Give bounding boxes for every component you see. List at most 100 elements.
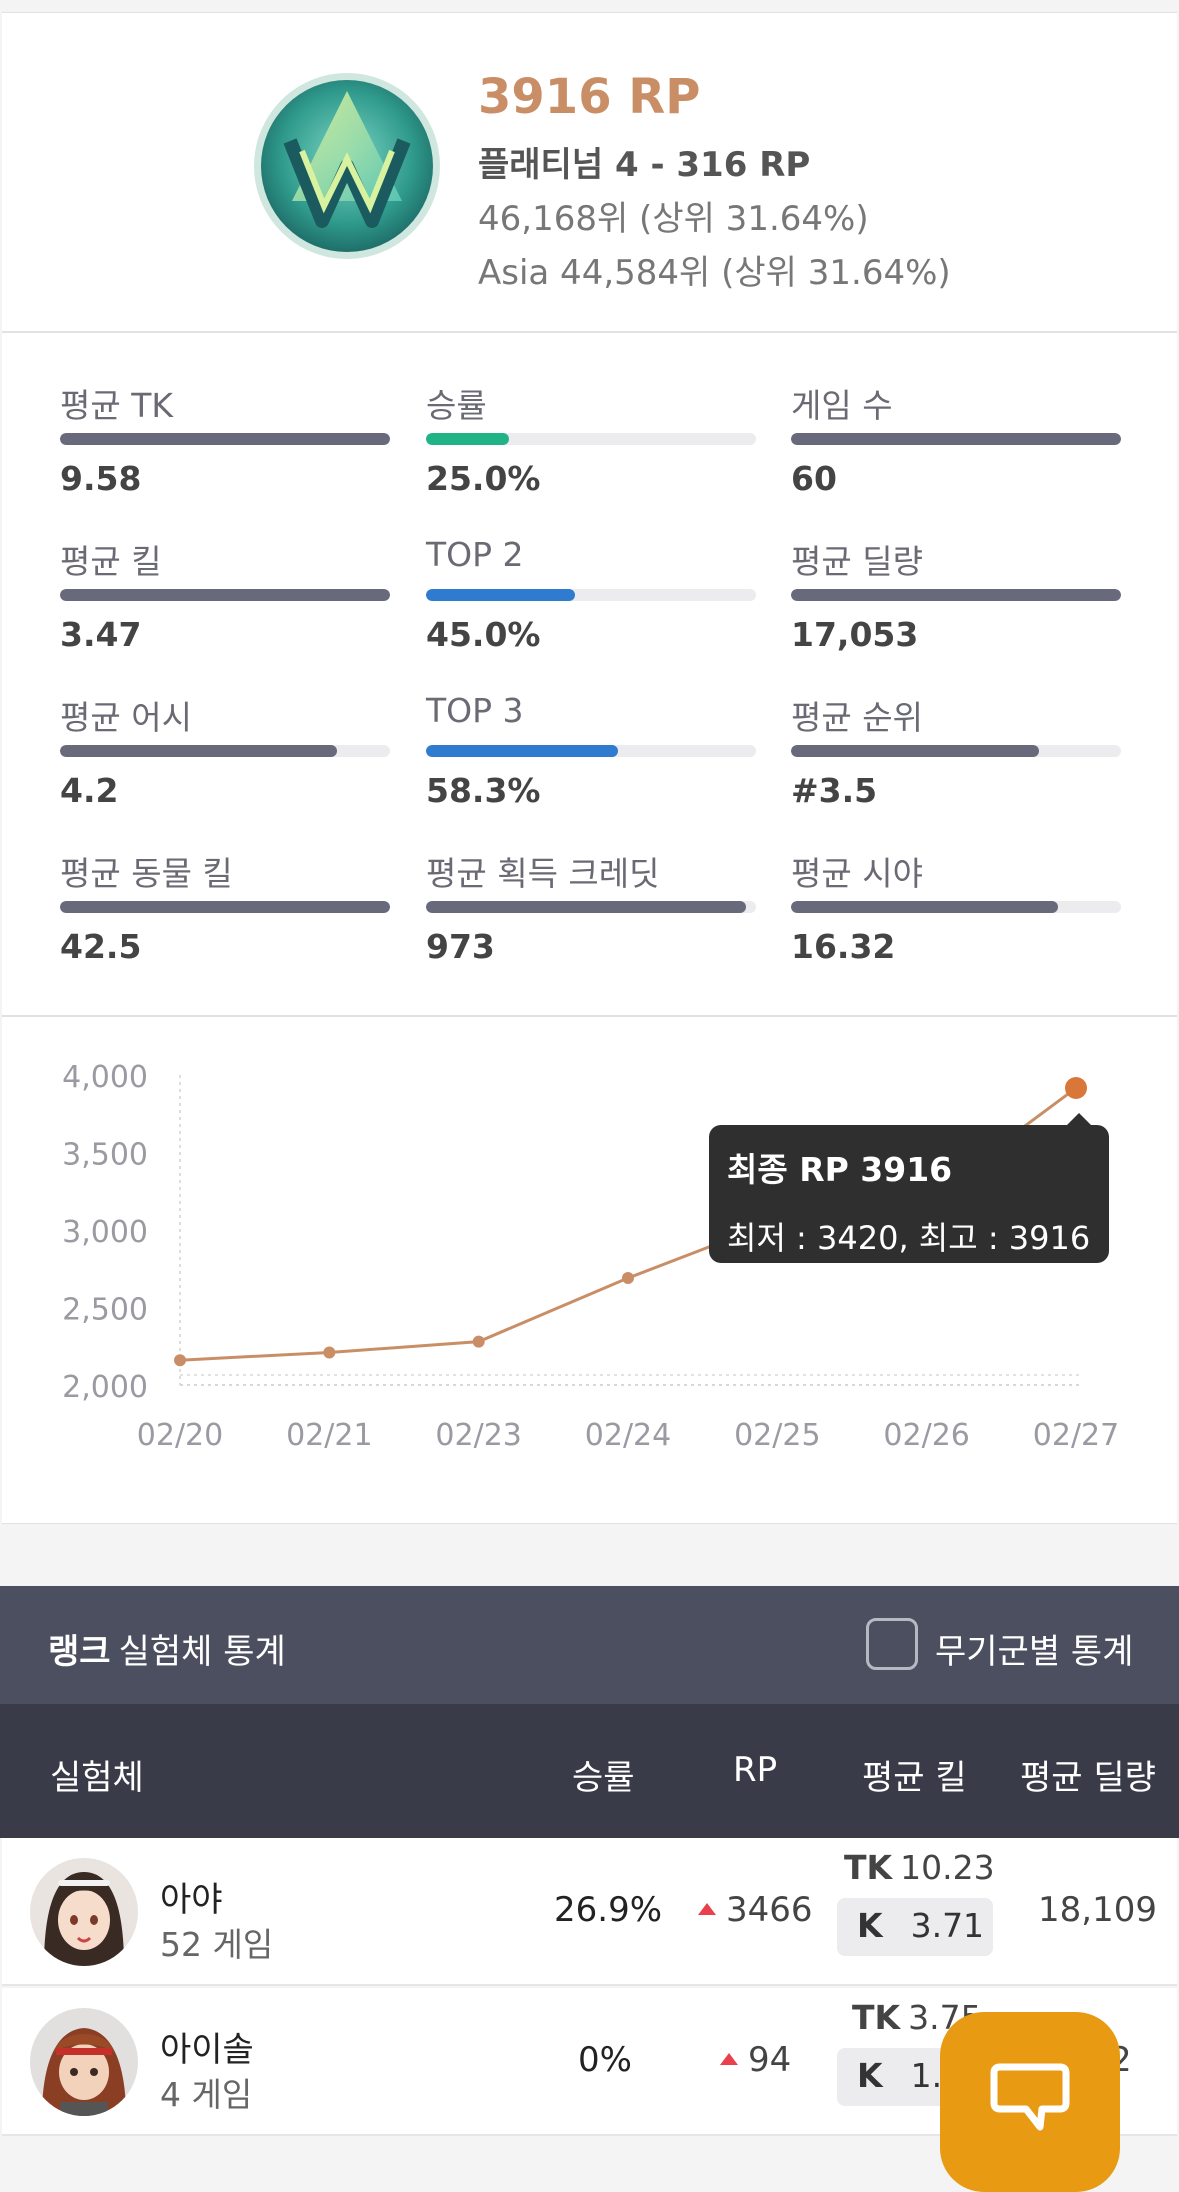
tooltip-arrow (1067, 1113, 1091, 1125)
stat-bar-fill (60, 901, 390, 913)
stat-bar-fill (426, 433, 509, 445)
chart-tooltip: 최종 RP 3916 최저 : 3420, 최고 : 3916 (709, 1113, 1109, 1263)
winrate-value: 26.9% (554, 1890, 663, 1930)
table-row[interactable]: 아야 52 게임 26.9% 3466 TK 10.23 K 3.71 18,109 (2, 1838, 1177, 1986)
tk-label: TK (844, 1848, 893, 1887)
x-tick-label: 02/25 (734, 1418, 820, 1453)
x-tick-label: 02/21 (286, 1418, 372, 1453)
x-tick-label: 02/26 (883, 1418, 969, 1453)
stat-item: 평균 어시 4.2 (60, 691, 390, 810)
k-label: K (857, 1906, 883, 1945)
stat-bar (60, 589, 390, 601)
weapon-stats-checkbox[interactable] (866, 1618, 918, 1670)
avatar (30, 1858, 138, 1966)
chat-button[interactable] (940, 2012, 1120, 2192)
stat-label: 평균 획득 크레딧 (426, 854, 660, 893)
col-avg-kill[interactable]: 평균 킬 (862, 1758, 967, 1798)
stat-value: 45.0% (426, 615, 541, 654)
tooltip-title: 최종 RP 3916 (727, 1150, 953, 1189)
region-rank: Asia 44,584위 (상위 31.64%) (478, 253, 951, 293)
stat-value: 25.0% (426, 459, 541, 498)
character-games: 4 게임 (160, 2075, 253, 2114)
stat-label: 평균 어시 (60, 698, 192, 737)
tk-value: TK 10.23 (844, 1848, 995, 1887)
rp-change-value: 94 (748, 2040, 792, 2080)
winrate-value: 0% (578, 2040, 632, 2080)
x-tick-label: 02/27 (1033, 1418, 1119, 1453)
stat-value: 3.47 (60, 615, 142, 654)
stat-label: 승률 (426, 386, 487, 425)
col-rp[interactable]: RP (733, 1750, 778, 1790)
tk-label: TK (852, 1998, 901, 2037)
current-rp: 3916 RP (478, 69, 701, 125)
rp-current-point (1065, 1077, 1087, 1100)
stat-item: 평균 순위 #3.5 (791, 691, 1121, 810)
x-tick-label: 02/24 (585, 1418, 671, 1453)
stat-bar-fill (791, 433, 1121, 445)
rp-change: 3466 (698, 1890, 813, 1930)
stat-bar-fill (426, 901, 747, 913)
rp-data-point (174, 1354, 186, 1367)
stat-value: 9.58 (60, 459, 142, 498)
stat-label: 평균 순위 (791, 698, 923, 737)
stat-bar-fill (60, 589, 390, 601)
tk-value: TK 3.75 (852, 1998, 982, 2037)
stat-bar (60, 901, 390, 913)
stat-item: 평균 동물 킬 42.5 (60, 847, 390, 966)
stat-label: TOP 2 (426, 535, 524, 574)
y-tick-label: 2,000 (62, 1370, 148, 1405)
stat-bar (791, 745, 1121, 757)
table-header: 실험체 승률 RP 평균 킬 평균 딜량 (0, 1704, 1179, 1838)
k-label: K (857, 2056, 883, 2095)
stat-item: 평균 킬 3.47 (60, 535, 390, 654)
stat-bar (426, 589, 756, 601)
k-number: 3.71 (910, 1906, 985, 1945)
stat-bar (791, 901, 1121, 913)
stat-item: TOP 2 45.0% (426, 535, 756, 654)
stat-value: #3.5 (791, 771, 878, 810)
stat-bar (60, 433, 390, 445)
stat-item: 평균 TK 9.58 (60, 379, 390, 498)
rp-change-value: 3466 (726, 1890, 813, 1930)
stat-value: 16.32 (791, 927, 896, 966)
stat-item: 평균 시야 16.32 (791, 847, 1121, 966)
chat-bubble-icon (990, 2063, 1070, 2131)
x-tick-label: 02/23 (435, 1418, 521, 1453)
tooltip-subtitle: 최저 : 3420, 최고 : 3916 (727, 1219, 1091, 1257)
stat-bar-fill (60, 433, 390, 445)
stat-bar (791, 589, 1121, 601)
rp-data-point (323, 1346, 336, 1359)
y-tick-label: 3,000 (62, 1215, 148, 1250)
platinum-emblem-icon (252, 71, 442, 261)
stat-label: 평균 딜량 (791, 542, 923, 581)
k-number: 1. (910, 2056, 943, 2095)
character-games: 52 게임 (160, 1925, 274, 1964)
kill-chip: K 3.71 (837, 1898, 993, 1956)
section-title-bold: 랭크 (48, 1632, 111, 1672)
y-tick-label: 4,000 (62, 1060, 148, 1095)
rp-line-chart: 4,000 3,500 3,000 2,500 2,000 02/20 02/21 02/23… (62, 1060, 1119, 1453)
damage-value: 18,109 (1038, 1890, 1157, 1930)
character-name: 아이솔 (160, 2030, 254, 2070)
stat-value: 60 (791, 459, 837, 498)
tk-number: 10.23 (900, 1848, 995, 1887)
col-character[interactable]: 실험체 (50, 1758, 144, 1798)
rank-summary-card: 3916 RP 플래티넘 4 - 316 RP 46,168위 (상위 31.6… (2, 12, 1177, 332)
y-tick-label: 2,500 (62, 1293, 148, 1328)
global-rank: 46,168위 (상위 31.64%) (478, 199, 869, 239)
stat-bar-fill (791, 589, 1121, 601)
col-avg-damage[interactable]: 평균 딜량 (1020, 1758, 1156, 1798)
stat-bar-fill (60, 745, 338, 757)
tier-label: 플래티넘 4 - 316 RP (478, 145, 811, 185)
stat-label: TOP 3 (426, 691, 524, 730)
stat-value: 58.3% (426, 771, 541, 810)
stat-bar (426, 433, 756, 445)
x-tick-label: 02/20 (137, 1418, 223, 1453)
col-winrate[interactable]: 승률 (572, 1758, 635, 1798)
stat-item: 평균 딜량 17,053 (791, 535, 1121, 654)
weapon-stats-label[interactable]: 무기군별 통계 (935, 1632, 1134, 1672)
avatar (30, 2008, 138, 2116)
section-title-rest: 실험체 통계 (118, 1632, 286, 1672)
stat-bar (791, 433, 1121, 445)
stat-bar-fill (426, 745, 619, 757)
